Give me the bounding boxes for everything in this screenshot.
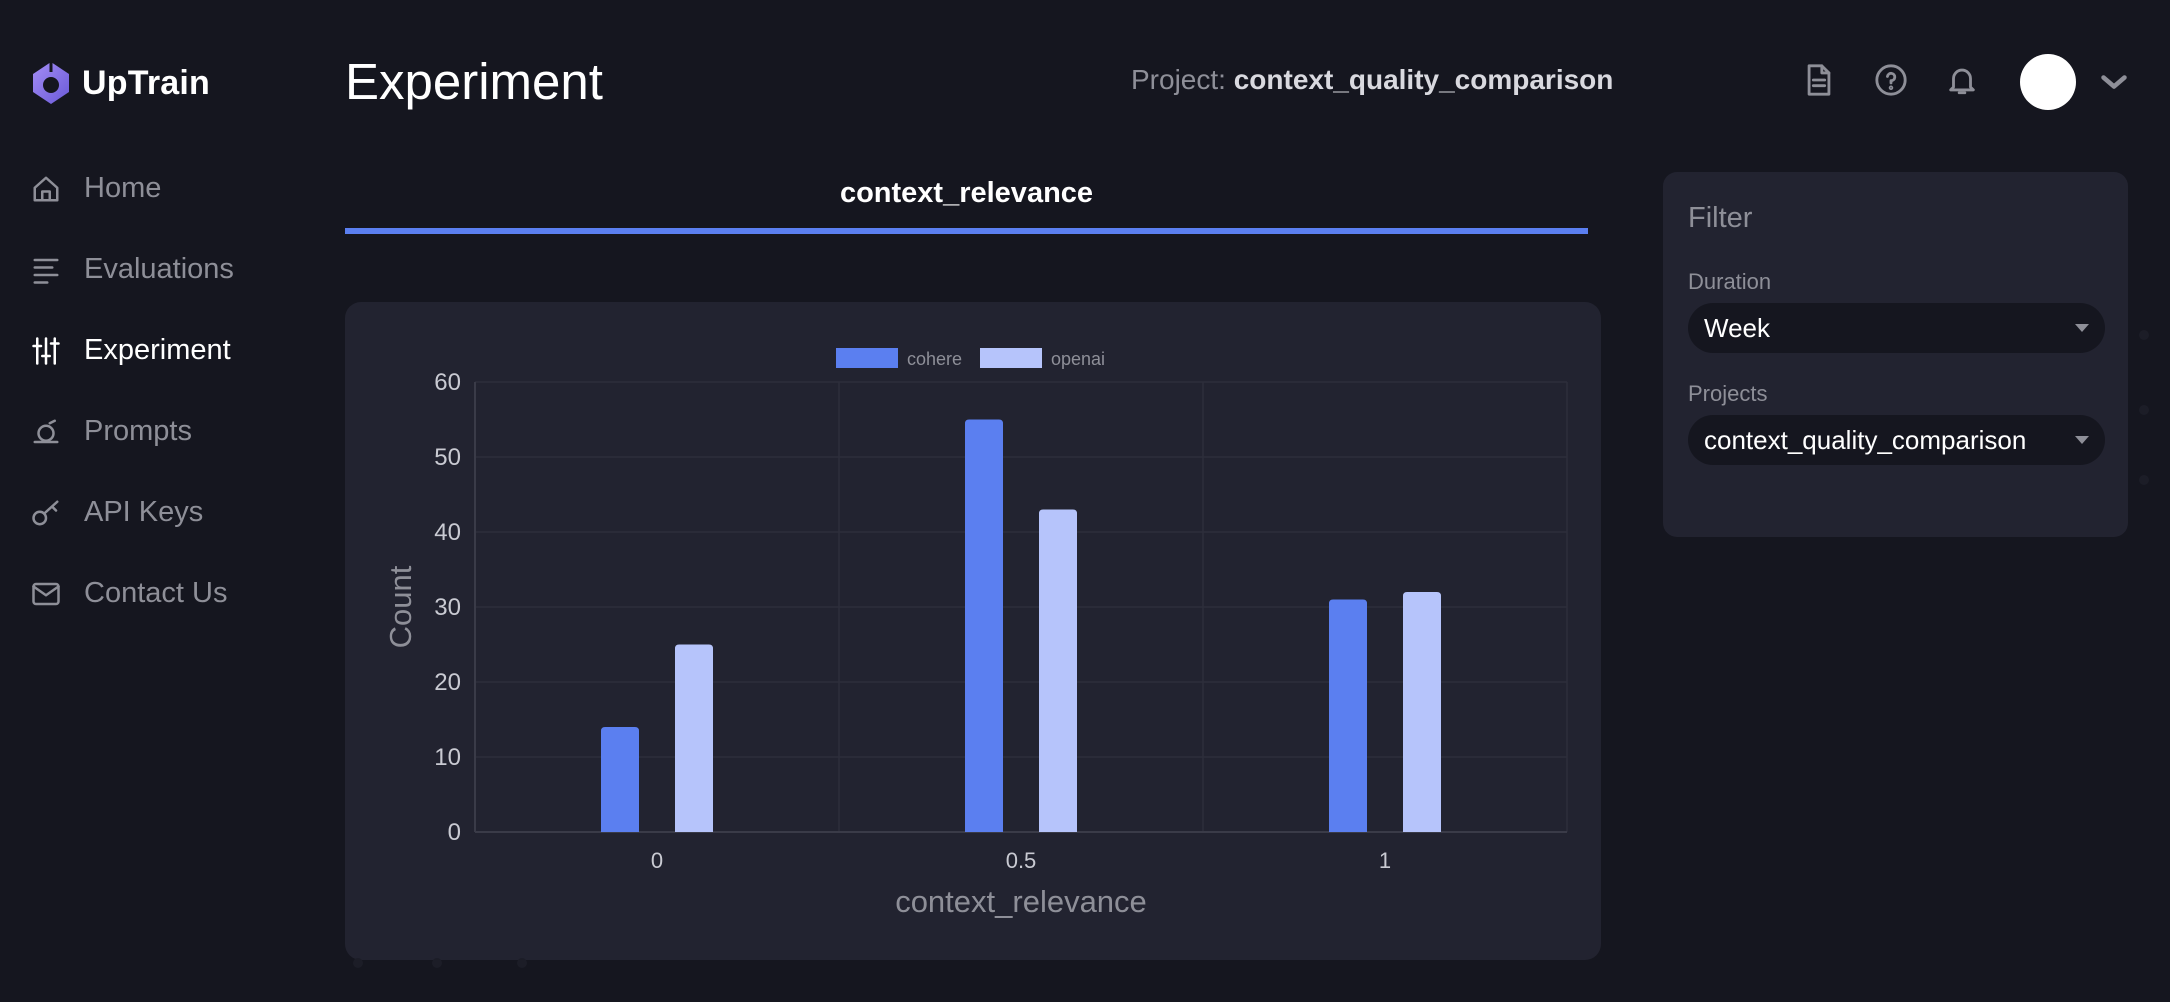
legend-label: cohere: [907, 349, 962, 369]
key-icon: [30, 497, 62, 529]
x-tick-label: 1: [1379, 848, 1391, 873]
uptrain-logo[interactable]: UpTrain: [30, 58, 210, 108]
sidebar-item-api-keys[interactable]: API Keys: [30, 472, 290, 553]
bar: [601, 727, 639, 832]
bell-icon[interactable]: [1944, 62, 1980, 98]
sidebar-item-label: Prompts: [84, 415, 192, 447]
chart-card: 0 10 20 30 40 50 60 0 0.5 1 context_relevance Count…: [345, 302, 1601, 960]
duration-value: Week: [1704, 312, 1770, 343]
legend-swatch: [980, 348, 1042, 368]
list-icon: [30, 254, 62, 286]
x-axis-title: context_relevance: [895, 884, 1147, 919]
sidebar-item-evaluations[interactable]: Evaluations: [30, 229, 290, 310]
bar: [675, 644, 713, 832]
filter-panel: Filter Duration Week Projects context_qu…: [1663, 172, 2128, 537]
project-name: context_quality_comparison: [1233, 64, 1614, 95]
sliders-icon: [30, 335, 62, 367]
sidebar-item-contact-us[interactable]: Contact Us: [30, 553, 290, 634]
y-tick-label: 20: [434, 669, 461, 696]
decorative-dot: [2139, 475, 2149, 485]
sidebar-item-label: Evaluations: [84, 253, 234, 285]
caret-down-icon: [2075, 436, 2089, 444]
decorative-dot: [353, 958, 363, 968]
sidebar-nav: Home Evaluations Experiment Prompts API …: [30, 148, 290, 634]
chevron-down-icon[interactable]: [2096, 64, 2136, 100]
sidebar-item-label: API Keys: [84, 496, 204, 528]
y-axis-title: Count: [383, 565, 418, 648]
decorative-dot: [517, 958, 527, 968]
bar-chart: 0 10 20 30 40 50 60 0 0.5 1 context_relevance Count…: [383, 348, 1568, 919]
home-icon: [30, 173, 62, 205]
tab-label: context_relevance: [839, 177, 1094, 209]
help-icon[interactable]: [1873, 62, 1909, 98]
sidebar-item-prompts[interactable]: Prompts: [30, 391, 290, 472]
sidebar-item-label: Experiment: [84, 334, 231, 366]
filter-title: Filter: [1688, 202, 1753, 234]
mail-icon: [30, 578, 62, 610]
y-tick-label: 0: [448, 819, 461, 846]
tab-active-indicator: [345, 228, 1588, 234]
bar: [965, 419, 1003, 832]
y-tick-label: 60: [434, 369, 461, 396]
bar: [1403, 592, 1441, 832]
project-indicator: Project: context_quality_comparison: [1131, 64, 1613, 96]
y-tick-label: 40: [434, 519, 461, 546]
sidebar-item-experiment[interactable]: Experiment: [30, 310, 290, 391]
page-title: Experiment: [345, 53, 603, 110]
bar: [1039, 509, 1077, 832]
x-tick-label: 0.5: [1006, 848, 1037, 873]
document-icon[interactable]: [1801, 62, 1837, 98]
duration-select[interactable]: Week: [1688, 303, 2105, 353]
decorative-dot: [2139, 330, 2149, 340]
duration-label: Duration: [1688, 269, 1772, 294]
decorative-dot: [432, 958, 442, 968]
x-tick-label: 0: [651, 848, 663, 873]
brand-name: UpTrain: [82, 63, 210, 102]
prompt-icon: [30, 416, 62, 448]
project-prefix: Project:: [1131, 64, 1226, 95]
bar: [1329, 599, 1367, 832]
projects-value: context_quality_comparison: [1704, 424, 2027, 455]
decorative-dot: [2139, 405, 2149, 415]
uptrain-logo-icon: [33, 62, 69, 104]
legend-swatch: [836, 348, 898, 368]
avatar[interactable]: [2020, 54, 2076, 110]
y-tick-label: 50: [434, 444, 461, 471]
legend-label: openai: [1051, 349, 1105, 369]
projects-select[interactable]: context_quality_comparison: [1688, 415, 2105, 465]
sidebar-item-home[interactable]: Home: [30, 148, 290, 229]
tab-context-relevance[interactable]: context_relevance: [345, 172, 1588, 234]
caret-down-icon: [2075, 324, 2089, 332]
y-tick-label: 30: [434, 594, 461, 621]
sidebar-item-label: Contact Us: [84, 577, 228, 609]
sidebar-item-label: Home: [84, 172, 162, 204]
y-tick-label: 10: [434, 744, 461, 771]
projects-label: Projects: [1688, 381, 1768, 406]
